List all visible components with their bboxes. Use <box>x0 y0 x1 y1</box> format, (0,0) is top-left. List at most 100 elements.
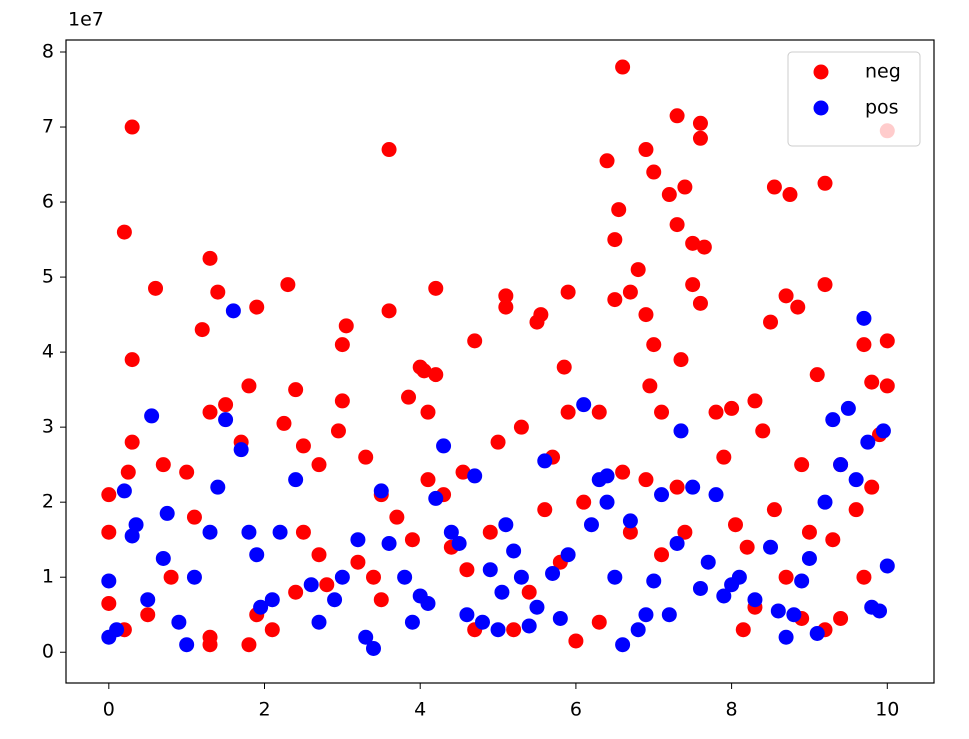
point <box>661 607 677 623</box>
point <box>747 592 763 608</box>
x-tick-label: 8 <box>726 699 738 721</box>
point <box>879 558 895 574</box>
point <box>786 607 802 623</box>
point <box>708 487 724 503</box>
point <box>692 115 708 131</box>
point <box>856 337 872 353</box>
point <box>537 502 553 518</box>
point <box>879 333 895 349</box>
point <box>311 457 327 473</box>
point <box>513 419 529 435</box>
point <box>280 277 296 293</box>
point <box>739 539 755 555</box>
point <box>778 569 794 585</box>
point <box>716 449 732 465</box>
point <box>482 562 498 578</box>
point <box>790 299 806 315</box>
point <box>498 299 514 315</box>
point <box>404 614 420 630</box>
point <box>809 625 825 641</box>
point <box>599 153 615 169</box>
point <box>607 292 623 308</box>
point <box>338 318 354 334</box>
point <box>661 187 677 203</box>
point <box>669 535 685 551</box>
point <box>646 573 662 589</box>
point <box>288 584 304 600</box>
point <box>498 288 514 304</box>
point <box>241 524 257 540</box>
point <box>365 640 381 656</box>
point <box>833 610 849 626</box>
point <box>194 322 210 338</box>
point <box>700 554 716 570</box>
x-tick-label: 10 <box>875 699 899 721</box>
point <box>560 547 576 563</box>
point <box>856 310 872 326</box>
point <box>334 569 350 585</box>
legend-label: neg <box>865 61 901 83</box>
point <box>817 277 833 293</box>
x-tick-label: 0 <box>103 699 115 721</box>
point <box>817 175 833 191</box>
point <box>755 423 771 439</box>
point <box>599 494 615 510</box>
point <box>716 588 732 604</box>
point <box>218 397 234 413</box>
legend-marker <box>813 100 829 116</box>
point <box>420 404 436 420</box>
point <box>766 502 782 518</box>
point <box>101 524 117 540</box>
point <box>459 562 475 578</box>
point <box>467 333 483 349</box>
point <box>171 614 187 630</box>
point <box>685 277 701 293</box>
point <box>264 622 280 638</box>
point <box>202 637 218 653</box>
point <box>809 367 825 383</box>
point <box>436 438 452 454</box>
point <box>334 337 350 353</box>
point <box>451 535 467 551</box>
y-tick-label: 6 <box>42 191 54 213</box>
point <box>128 517 144 533</box>
point <box>179 637 195 653</box>
y-tick-label: 3 <box>42 416 54 438</box>
point <box>848 502 864 518</box>
point <box>459 607 475 623</box>
point <box>210 284 226 300</box>
point <box>186 509 202 525</box>
point <box>350 532 366 548</box>
point <box>607 232 623 248</box>
point <box>778 629 794 645</box>
point <box>708 404 724 420</box>
point <box>731 569 747 585</box>
point <box>397 569 413 585</box>
point <box>864 374 880 390</box>
point <box>311 614 327 630</box>
point <box>381 303 397 319</box>
point <box>591 614 607 630</box>
point <box>233 442 249 458</box>
point <box>825 412 841 428</box>
point <box>521 618 537 634</box>
offset-label: 1e7 <box>68 9 104 31</box>
point <box>401 389 417 405</box>
point <box>642 378 658 394</box>
point <box>124 434 140 450</box>
point <box>443 524 459 540</box>
point <box>646 337 662 353</box>
point <box>770 603 786 619</box>
point <box>677 179 693 195</box>
point <box>120 464 136 480</box>
point <box>404 532 420 548</box>
point <box>303 577 319 593</box>
point <box>794 457 810 473</box>
point <box>622 524 638 540</box>
point <box>583 517 599 533</box>
point <box>202 250 218 266</box>
point <box>288 472 304 488</box>
point <box>210 479 226 495</box>
point <box>101 595 117 611</box>
point <box>638 607 654 623</box>
